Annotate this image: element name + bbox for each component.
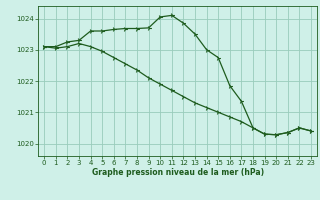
X-axis label: Graphe pression niveau de la mer (hPa): Graphe pression niveau de la mer (hPa) — [92, 168, 264, 177]
